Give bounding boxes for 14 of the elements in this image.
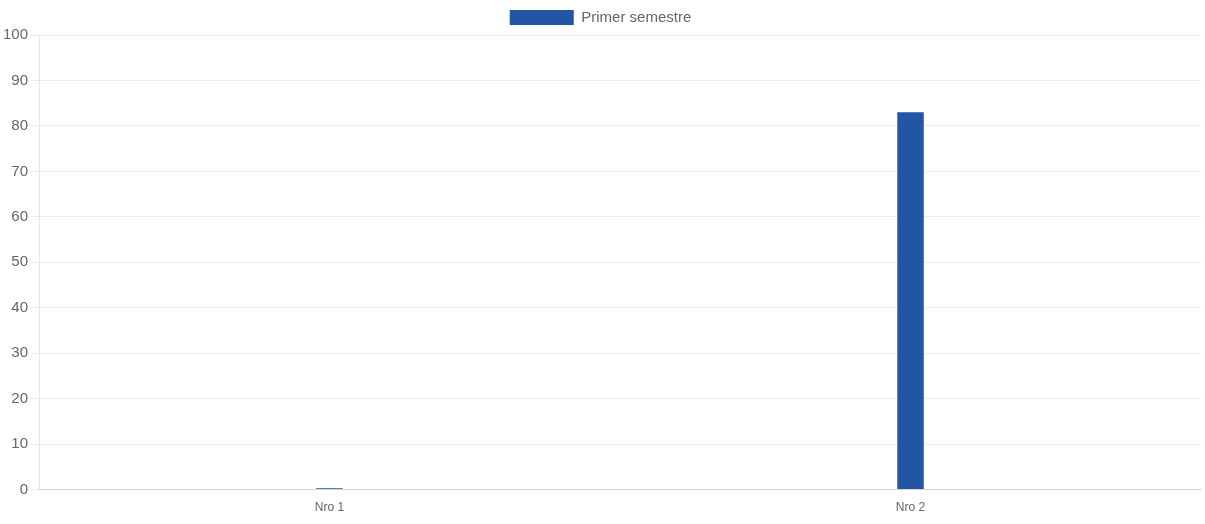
y-tick-label: 50 [11, 252, 29, 270]
x-tick-label: Nro 1 [314, 500, 345, 515]
y-tick-label: 80 [11, 116, 29, 134]
x-tick-label: Nro 2 [895, 500, 926, 515]
y-tick-label: 30 [11, 343, 29, 361]
y-tick-label: 10 [11, 434, 29, 452]
y-tick-label: 60 [11, 206, 29, 224]
y-tick-label: 90 [11, 70, 29, 88]
y-tick-label: 40 [11, 297, 29, 315]
y-tick-label: 70 [11, 161, 29, 179]
y-tick-label: 20 [11, 388, 29, 406]
legend-label: Primer semestre [581, 7, 692, 25]
y-tick-label: 0 [19, 479, 29, 497]
y-tick-label: 100 [3, 25, 29, 43]
